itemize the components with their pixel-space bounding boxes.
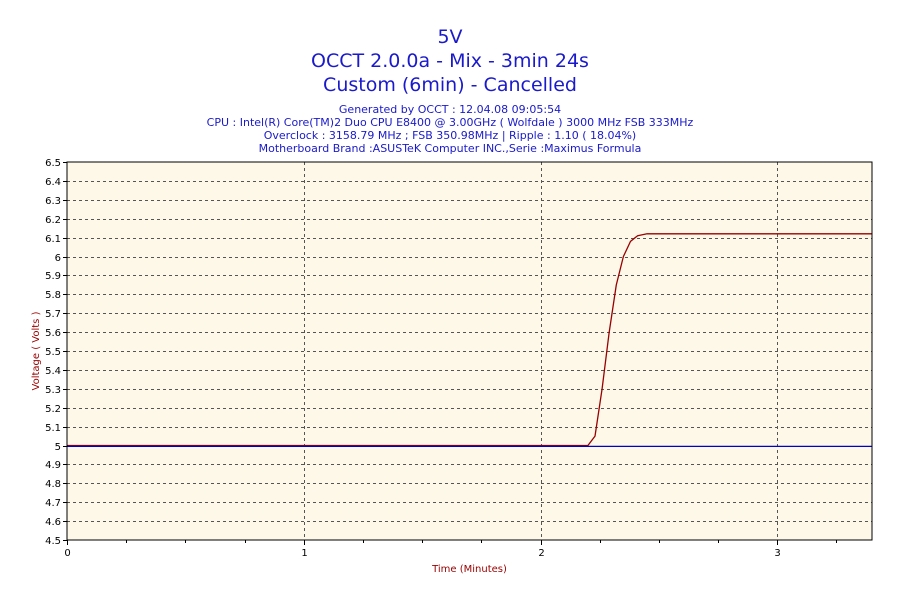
y-tick-label: 5.2 — [45, 404, 61, 415]
y-tick-label: 5.5 — [45, 347, 61, 358]
axes: 4.5 4.6 4.7 4.8 4.9 5 5.1 5.2 5.3 5.4 5.5 5.6 5.7 5.8… — [45, 158, 837, 559]
x-axis-label: Time (Minutes) — [431, 564, 507, 575]
info-generated: Generated by OCCT : 12.04.08 09:05:54 — [338, 103, 562, 116]
info-overclock: Overclock : 3158.79 MHz ; FSB 350.98MHz … — [263, 129, 637, 142]
y-tick-label: 6.5 — [45, 158, 61, 169]
x-tick-label: 1 — [301, 548, 307, 559]
info-cpu: CPU : Intel(R) Core(TM)2 Duo CPU E8400 @… — [206, 116, 694, 129]
y-tick-label: 6.2 — [45, 215, 61, 226]
y-tick-label: 5.4 — [45, 366, 61, 377]
y-tick-label: 5.8 — [45, 290, 61, 301]
y-tick-label: 5.9 — [45, 271, 61, 282]
y-tick-label: 4.7 — [45, 498, 61, 509]
y-tick-label: 5.7 — [45, 309, 61, 320]
y-tick-label: 4.5 — [45, 536, 61, 547]
y-tick-label: 6.4 — [45, 177, 61, 188]
info-motherboard: Motherboard Brand :ASUSTeK Computer INC.… — [258, 142, 642, 155]
chart-title: 5V — [437, 26, 463, 48]
y-tick-label: 5.1 — [45, 423, 61, 434]
series-layer — [67, 233, 872, 448]
y-tick-label: 6 — [55, 253, 61, 264]
x-tick-label: 3 — [774, 548, 780, 559]
chart-subtitle-test: OCCT 2.0.0a - Mix - 3min 24s — [311, 50, 589, 72]
y-tick-label: 5.6 — [45, 328, 61, 339]
y-tick-label: 6.1 — [45, 234, 61, 245]
y-tick-label: 5 — [55, 442, 61, 453]
y-tick-label: 4.8 — [45, 479, 61, 490]
y-tick-label: 4.9 — [45, 460, 61, 471]
x-tick-label: 0 — [64, 548, 70, 559]
y-tick-label: 6.3 — [45, 196, 61, 207]
x-tick-label: 2 — [538, 548, 544, 559]
y-tick-label: 4.6 — [45, 517, 61, 528]
y-axis-label: Voltage ( Volts ) — [31, 311, 42, 390]
y-tick-label: 5.3 — [45, 385, 61, 396]
series-line-0 — [67, 233, 872, 447]
chart-subtitle-mode: Custom (6min) - Cancelled — [323, 74, 577, 96]
